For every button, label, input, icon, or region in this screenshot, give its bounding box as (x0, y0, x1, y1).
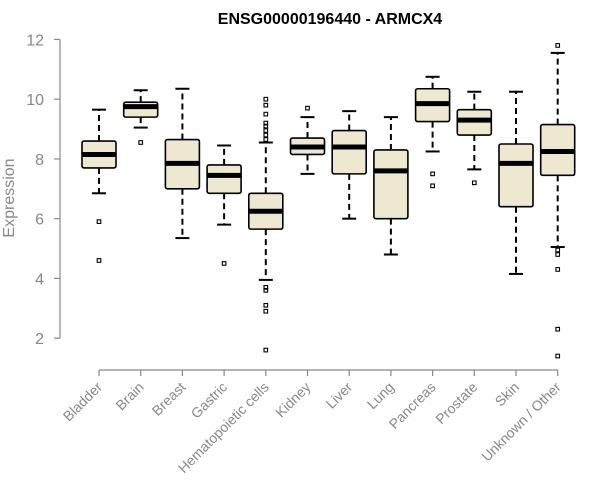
y-tick-label: 6 (35, 212, 44, 229)
outlier-point (263, 111, 269, 117)
box-iqr (373, 149, 409, 220)
x-tick-label: Kidney (272, 379, 314, 421)
outlier-point (263, 285, 269, 290)
x-tick-label: Breast (149, 379, 189, 419)
y-tick-label: 8 (35, 152, 44, 169)
outlier-point (263, 347, 269, 353)
x-tick-label: Liver (323, 379, 356, 412)
x-tick-label: Prostate (432, 379, 480, 427)
box-group (331, 110, 368, 220)
outlier-point (138, 140, 144, 145)
x-tick-label: Bladder (60, 379, 106, 425)
x-tick-label: Lung (364, 379, 397, 412)
box-group (456, 90, 493, 186)
outlier-point (263, 120, 269, 126)
outlier-point (263, 137, 269, 142)
outlier-point (471, 180, 477, 186)
box-series (81, 43, 576, 359)
x-tick-label: Skin (492, 379, 523, 410)
y-axis-label: Expression (1, 158, 18, 237)
outlier-point (221, 261, 227, 266)
box-group (498, 90, 534, 275)
box-iqr (206, 164, 242, 195)
box-group (414, 75, 451, 189)
outlier-point (305, 105, 310, 111)
outlier-point (263, 128, 269, 133)
y-tick-label: 10 (26, 92, 44, 109)
box-group (164, 87, 201, 240)
outlier-point (263, 102, 269, 108)
outlier-point (430, 171, 435, 177)
y-tick-label: 12 (26, 32, 44, 49)
outlier-point (555, 353, 561, 359)
outlier-point (430, 183, 435, 189)
outlier-point (263, 96, 269, 102)
y-axis: 2 4 6 8 10 12 (26, 32, 61, 348)
box-iqr (498, 143, 534, 208)
outlier-point (555, 43, 561, 48)
outlier-point (555, 252, 561, 257)
y-tick-label: 4 (35, 271, 44, 288)
x-tick-label: Brain (112, 379, 146, 413)
outlier-point (555, 267, 561, 272)
box-group (289, 105, 326, 175)
outlier-point (263, 302, 269, 308)
box-group (248, 96, 284, 353)
outlier-point (96, 219, 102, 225)
outlier-point (263, 132, 269, 138)
x-tick-label: Unknown / Other (478, 379, 564, 465)
outlier-point (263, 287, 269, 293)
outlier-point (555, 326, 561, 332)
y-tick-label: 2 (35, 331, 44, 348)
box-group (373, 116, 409, 256)
chart-title: ENSG00000196440 - ARMCX4 (218, 11, 443, 28)
outlier-point (263, 308, 269, 314)
box-group (81, 108, 117, 263)
outlier-point (263, 123, 269, 129)
outlier-point (555, 247, 561, 253)
box-group (122, 89, 159, 145)
box-group (206, 144, 242, 266)
box-iqr (331, 129, 368, 175)
outlier-point (96, 258, 102, 263)
box-group (539, 43, 576, 359)
